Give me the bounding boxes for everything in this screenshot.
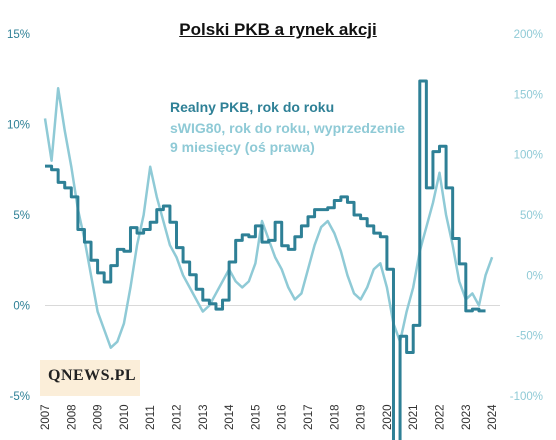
right-tick-label: -50% xyxy=(516,331,543,343)
chart-title: Polski PKB a rynek akcji xyxy=(179,20,377,39)
x-tick-label: 2009 xyxy=(93,404,105,430)
right-tick-label: 100% xyxy=(514,150,543,162)
left-tick-label: 15% xyxy=(7,29,30,41)
x-tick-label: 2019 xyxy=(356,404,368,430)
right-axis: -100% -50% 0% 50% 100% 150% 200% xyxy=(510,29,543,403)
left-axis: -5% 0% 5% 10% 15% xyxy=(7,29,30,403)
x-tick-label: 2008 xyxy=(66,404,78,430)
left-tick-label: 10% xyxy=(7,120,30,132)
x-tick-label: 2024 xyxy=(487,404,499,430)
right-tick-label: 0% xyxy=(526,270,543,282)
qnews-logo: QNEWS.PL xyxy=(40,360,140,396)
x-tick-label: 2016 xyxy=(277,404,289,430)
x-tick-label: 2018 xyxy=(329,404,341,430)
x-tick-label: 2012 xyxy=(172,404,184,430)
left-tick-label: -5% xyxy=(10,391,30,403)
legend-entry-gdp: Realny PKB, rok do roku xyxy=(170,99,335,115)
series-line-gdp xyxy=(45,79,486,440)
x-tick-label: 2010 xyxy=(119,404,131,430)
right-tick-label: 200% xyxy=(514,29,543,41)
x-tick-label: 2021 xyxy=(408,404,420,430)
x-tick-label: 2011 xyxy=(145,405,157,430)
x-tick-label: 2014 xyxy=(224,404,236,430)
left-tick-label: 0% xyxy=(13,301,30,313)
legend-entry-swig80: sWIG80, rok do roku, wyprzedzenie 9 mies… xyxy=(170,120,405,155)
x-tick-label: 2023 xyxy=(461,404,473,430)
x-tick-label: 2007 xyxy=(40,404,52,430)
x-tick-label: 2020 xyxy=(382,404,394,430)
right-tick-label: 50% xyxy=(520,210,543,222)
x-axis: 2007 2008 2009 2010 2011 2012 2013 2014 2015 2016… xyxy=(40,404,499,430)
right-tick-label: -100% xyxy=(510,391,543,403)
x-tick-label: 2022 xyxy=(435,404,447,430)
x-tick-label: 2015 xyxy=(250,404,262,430)
right-tick-label: 150% xyxy=(514,89,543,101)
x-tick-label: 2013 xyxy=(198,404,210,430)
qnews-logo-text: QNEWS.PL xyxy=(48,367,137,384)
x-tick-label: 2017 xyxy=(303,404,315,430)
left-tick-label: 5% xyxy=(13,210,30,222)
chart-series-layer xyxy=(43,79,494,440)
